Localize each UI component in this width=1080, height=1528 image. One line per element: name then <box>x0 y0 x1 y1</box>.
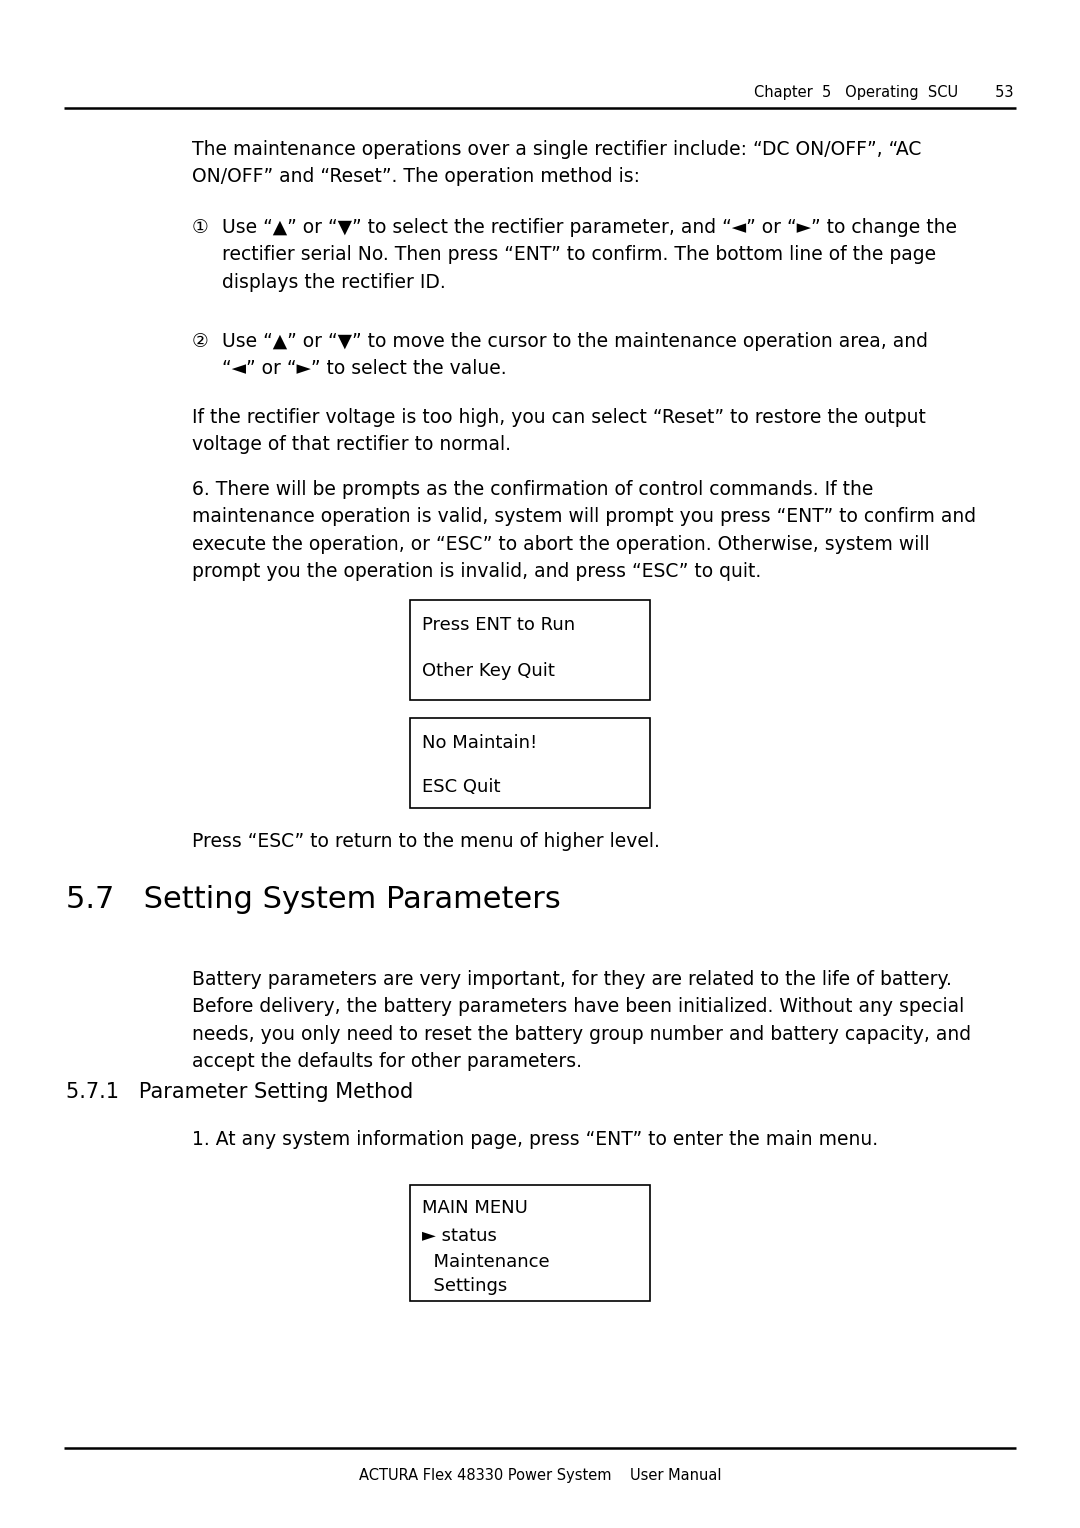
Text: ► status: ► status <box>422 1227 497 1245</box>
Text: Press “ESC” to return to the menu of higher level.: Press “ESC” to return to the menu of hig… <box>192 833 660 851</box>
Text: No Maintain!: No Maintain! <box>422 733 537 752</box>
Bar <box>410 718 650 808</box>
Text: ACTURA Flex 48330 Power System    User Manual: ACTURA Flex 48330 Power System User Manu… <box>359 1468 721 1484</box>
Text: ②: ② <box>192 332 208 351</box>
Text: 1. At any system information page, press “ENT” to enter the main menu.: 1. At any system information page, press… <box>192 1131 878 1149</box>
Text: The maintenance operations over a single rectifier include: “DC ON/OFF”, “AC
ON/: The maintenance operations over a single… <box>192 141 921 186</box>
Text: ESC Quit: ESC Quit <box>422 778 500 796</box>
Text: Settings: Settings <box>422 1277 508 1296</box>
Text: Chapter  5   Operating  SCU        53: Chapter 5 Operating SCU 53 <box>755 86 1014 99</box>
Text: 6. There will be prompts as the confirmation of control commands. If the
mainten: 6. There will be prompts as the confirma… <box>192 480 976 581</box>
Text: Press ENT to Run: Press ENT to Run <box>422 616 576 634</box>
Text: 5.7.1   Parameter Setting Method: 5.7.1 Parameter Setting Method <box>66 1082 414 1102</box>
Text: Maintenance: Maintenance <box>422 1253 550 1271</box>
Text: Battery parameters are very important, for they are related to the life of batte: Battery parameters are very important, f… <box>192 970 971 1071</box>
Text: If the rectifier voltage is too high, you can select “Reset” to restore the outp: If the rectifier voltage is too high, yo… <box>192 408 926 454</box>
Text: Use “▲” or “▼” to move the cursor to the maintenance operation area, and
“◄” or : Use “▲” or “▼” to move the cursor to the… <box>222 332 928 379</box>
Bar <box>410 1186 650 1300</box>
Text: Other Key Quit: Other Key Quit <box>422 662 555 680</box>
Text: 5.7   Setting System Parameters: 5.7 Setting System Parameters <box>66 885 561 914</box>
Text: MAIN MENU: MAIN MENU <box>422 1199 528 1216</box>
Bar <box>410 601 650 700</box>
Text: ①: ① <box>192 219 208 237</box>
Text: Use “▲” or “▼” to select the rectifier parameter, and “◄” or “►” to change the
r: Use “▲” or “▼” to select the rectifier p… <box>222 219 957 292</box>
